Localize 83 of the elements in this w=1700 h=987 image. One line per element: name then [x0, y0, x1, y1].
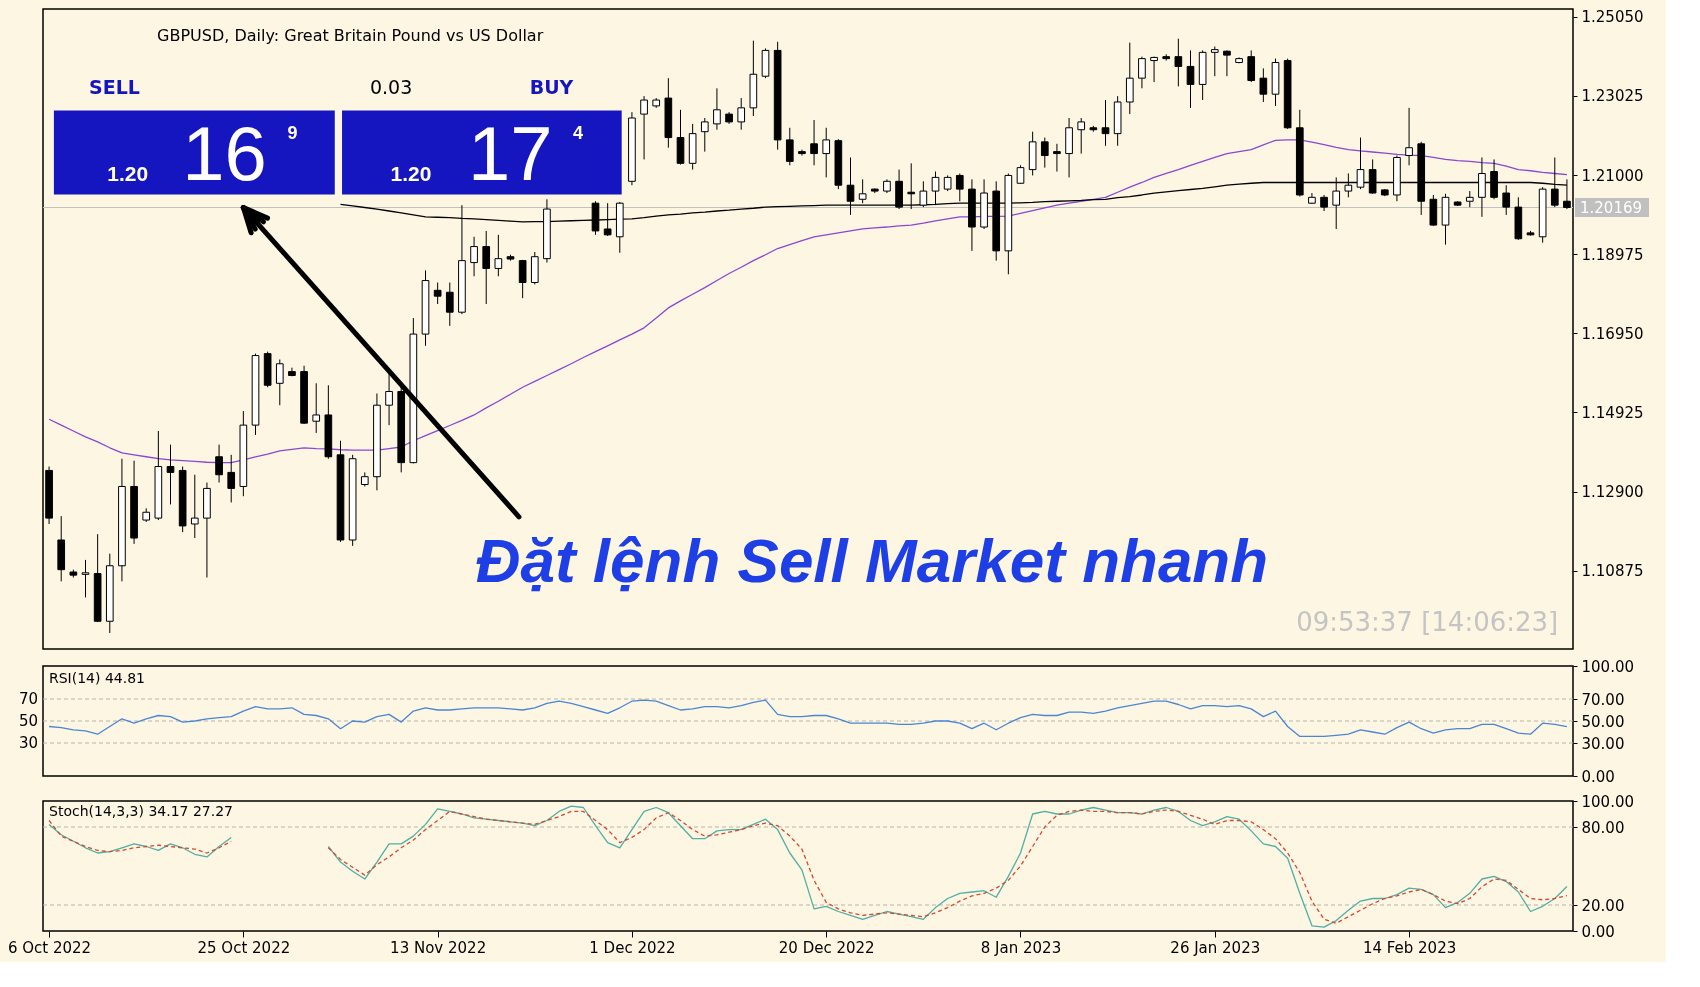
candlestick: [190, 474, 199, 539]
x-tick-label: 8 Jan 2023: [980, 938, 1062, 957]
annotation: BUY: [529, 75, 574, 98]
annotation: 4: [573, 123, 584, 144]
ref-line-label: 30: [18, 734, 38, 752]
annotation: 09:53:37 [14:06:23]: [1296, 607, 1559, 638]
candlestick: [785, 127, 794, 166]
annotation: 17: [468, 110, 553, 196]
candlestick: [737, 97, 746, 131]
y-tick-label: 20.00: [1581, 896, 1625, 915]
line-series: [48, 699, 1568, 738]
candlestick: [700, 117, 709, 153]
candlestick: [1101, 99, 1110, 147]
candlestick: [166, 444, 175, 505]
candlestick: [955, 172, 964, 202]
annotation: 9: [287, 123, 298, 144]
candlestick: [445, 282, 454, 327]
annotation: 16: [182, 110, 267, 196]
candlestick: [1502, 184, 1511, 216]
candlestick: [1174, 38, 1183, 87]
ref-line-label: 50: [18, 712, 38, 730]
candlestick: [275, 358, 284, 406]
y-tick-label: 1.16950: [1581, 324, 1644, 343]
candlestick: [215, 444, 223, 484]
candlestick: [494, 234, 503, 277]
candlestick: [227, 454, 236, 503]
x-tick-label: 26 Jan 2023: [1170, 938, 1261, 957]
candlestick: [518, 259, 527, 299]
y-tick-label: 30.00: [1581, 734, 1625, 753]
candlestick: [433, 282, 442, 305]
y-tick-label: 1.18975: [1581, 245, 1644, 264]
candlestick: [1150, 56, 1158, 83]
candlestick: [1186, 49, 1195, 109]
y-tick-label: 1.23025: [1581, 87, 1644, 106]
candlestick: [1223, 49, 1231, 77]
candlestick: [1210, 46, 1219, 77]
annotation: SELL: [88, 75, 140, 98]
candlestick: [822, 127, 831, 178]
candlestick: [470, 236, 478, 277]
x-tick-label: 13 Nov 2022: [390, 938, 487, 957]
y-tick-label: 0.00: [1581, 922, 1615, 941]
candlestick: [385, 371, 393, 426]
candlestick: [1125, 42, 1134, 115]
chart-title: Stoch(14,3,3) 34.17 27.27: [49, 803, 234, 819]
y-tick-label: 1.12900: [1581, 483, 1644, 502]
candlestick: [1259, 67, 1268, 103]
candlestick: [1077, 117, 1086, 155]
y-tick-label: 1.25050: [1581, 8, 1644, 27]
x-tick-label: 14 Feb 2023: [1362, 938, 1457, 957]
candlestick: [798, 149, 806, 157]
ref-line-label: 1.20169: [1580, 198, 1643, 217]
candlestick: [312, 382, 321, 434]
y-tick-label: 1.21000: [1581, 166, 1644, 185]
candlestick: [1016, 164, 1025, 185]
candlestick: [1040, 137, 1049, 169]
candlestick: [81, 559, 90, 598]
candlestick: [713, 87, 721, 131]
annotation: 1.20: [107, 161, 149, 185]
x-tick-label: 1 Dec 2022: [589, 938, 676, 957]
y-tick-label: 80.00: [1581, 818, 1625, 837]
y-tick-label: 100.00: [1581, 792, 1634, 811]
chart-title: RSI(14) 44.81: [49, 670, 146, 686]
x-tick-label: 6 Oct 2022: [7, 938, 92, 957]
y-tick-label: 0.00: [1581, 767, 1615, 786]
x-tick-label: 20 Dec 2022: [778, 938, 875, 957]
annotation: 0.03: [369, 75, 413, 98]
candlestick: [482, 230, 491, 305]
candlestick: [1405, 107, 1413, 166]
candlestick: [810, 119, 818, 166]
text: GBPUSD, Daily: Great Britain Pound vs US Dollar: [157, 25, 544, 45]
ref-line-label: 70: [18, 690, 38, 708]
y-tick-label: 100.00: [1581, 657, 1634, 676]
annotation: 1.20: [390, 161, 432, 185]
annotation: Đặt lệnh Sell Market nhanh: [475, 526, 1269, 596]
candlestick: [1138, 56, 1146, 89]
y-tick-label: 70.00: [1581, 690, 1625, 709]
x-tick-label: 25 Oct 2022: [197, 938, 291, 957]
y-tick-label: 1.10875: [1581, 562, 1644, 581]
candlestick: [640, 95, 648, 160]
candlestick: [1053, 143, 1061, 173]
y-tick-label: 50.00: [1581, 712, 1625, 731]
candlestick: [1247, 49, 1256, 83]
y-tick-label: 1.14925: [1581, 403, 1644, 422]
